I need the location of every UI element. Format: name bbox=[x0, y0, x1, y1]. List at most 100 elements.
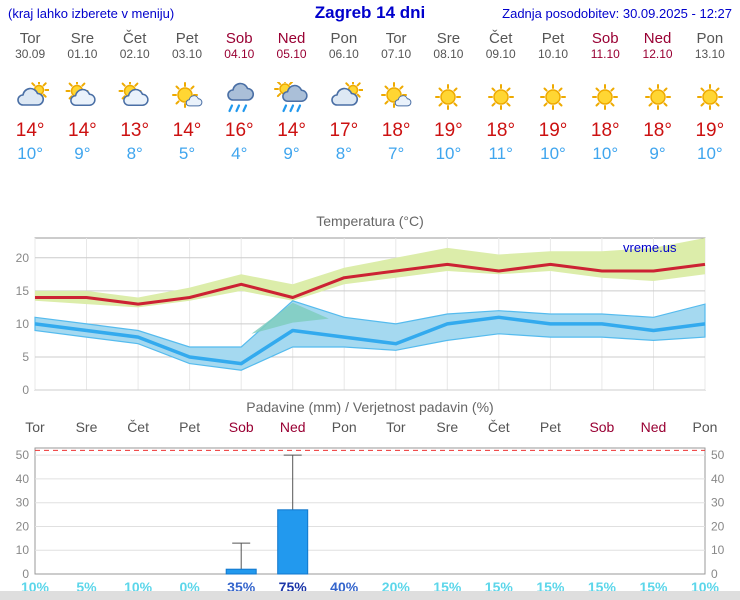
day-date: 05.10 bbox=[276, 47, 307, 61]
day-low-temp: 10° bbox=[696, 144, 723, 163]
rain-icon bbox=[213, 82, 265, 116]
temp-y-tick: 20 bbox=[16, 251, 30, 265]
precip-plot-area bbox=[34, 447, 706, 575]
precip-day-label: Pet bbox=[179, 419, 200, 435]
day-high-temp: 18° bbox=[381, 120, 411, 141]
min_temp-line bbox=[34, 315, 706, 366]
day-name: Tor bbox=[385, 30, 407, 47]
precip-bar bbox=[277, 509, 309, 575]
day-low-temp: 9° bbox=[74, 144, 91, 163]
cloudy-icon bbox=[318, 79, 370, 116]
day-low-temp: 9° bbox=[283, 144, 300, 163]
day-low-temp: 8° bbox=[126, 144, 143, 163]
temp-y-tick: 0 bbox=[22, 383, 29, 397]
precip-y-tick-right: 10 bbox=[711, 543, 725, 557]
sunny-icon bbox=[527, 82, 579, 116]
day-name: Ned bbox=[643, 30, 672, 47]
forecast-day: Pon 06.10 17° 8° bbox=[318, 30, 370, 164]
precipitation-chart-title: Padavine (mm) / Verjetnost padavin (%) bbox=[246, 399, 494, 415]
forecast-day: Ned 12.10 18° 9° bbox=[631, 30, 683, 164]
day-high-temp: 16° bbox=[224, 120, 254, 141]
day-low-temp: 10° bbox=[592, 144, 619, 163]
day-name: Pet bbox=[541, 30, 565, 47]
day-low-temp: 8° bbox=[335, 144, 352, 163]
temperature-chart: 0 5 10 15 20 vreme.us bbox=[16, 237, 706, 397]
day-date: 01.10 bbox=[67, 47, 98, 61]
precip-y-tick-left: 20 bbox=[16, 520, 30, 534]
day-high-temp: 14° bbox=[277, 120, 306, 141]
footer-bar bbox=[0, 591, 740, 600]
temp-y-tick: 10 bbox=[16, 317, 30, 331]
temp-y-tick: 15 bbox=[16, 284, 30, 298]
forecast-day: Pet 10.10 19° 10° bbox=[527, 30, 579, 164]
day-date: 11.10 bbox=[590, 47, 620, 61]
forecast-day: Pon 13.10 19° 10° bbox=[684, 30, 736, 164]
precip-day-label: Pet bbox=[540, 419, 561, 435]
day-high-temp: 18° bbox=[643, 120, 672, 141]
forecast-day: Sre 01.10 14° 9° bbox=[56, 30, 108, 164]
forecast-day: Sob 04.10 16° 4° bbox=[213, 30, 265, 164]
day-low-temp: 10° bbox=[540, 144, 566, 163]
day-date: 30.09 bbox=[15, 47, 46, 61]
partly-cloudy-icon bbox=[109, 79, 161, 116]
precip-y-tick-left: 40 bbox=[16, 472, 30, 486]
day-high-temp: 14° bbox=[68, 120, 97, 141]
precip-day-label: Sre bbox=[76, 419, 98, 435]
precip-day-label: Ned bbox=[641, 419, 667, 435]
day-name: Sob bbox=[225, 30, 253, 47]
precip-y-tick-left: 30 bbox=[16, 496, 30, 510]
day-high-temp: 14° bbox=[172, 120, 202, 141]
precip-day-label: Čet bbox=[488, 419, 510, 435]
cloudy-icon bbox=[4, 79, 56, 116]
day-date: 03.10 bbox=[171, 47, 202, 61]
day-name: Čet bbox=[123, 30, 147, 47]
watermark-link[interactable]: vreme.us bbox=[623, 240, 677, 255]
precip-y-tick-left: 10 bbox=[16, 543, 30, 557]
mostly-sunny-icon bbox=[161, 82, 213, 116]
precip-day-label: Pon bbox=[693, 419, 718, 435]
forecast-day: Sre 08.10 19° 10° bbox=[422, 30, 474, 164]
partly-cloudy-icon bbox=[56, 79, 108, 116]
precip-y-tick-right: 20 bbox=[711, 520, 725, 534]
day-name: Sre bbox=[70, 30, 95, 47]
temperature-chart-title: Temperatura (°C) bbox=[316, 213, 424, 229]
forecast-day: Ned 05.10 14° 9° bbox=[265, 30, 317, 164]
day-date: 13.10 bbox=[694, 47, 725, 61]
day-low-temp: 4° bbox=[231, 144, 248, 163]
day-low-temp: 7° bbox=[388, 144, 405, 163]
day-high-temp: 17° bbox=[329, 120, 359, 141]
precip-day-label: Čet bbox=[127, 419, 149, 435]
precipitation-chart: Tor Sre Čet Pet Sob Ned Pon Tor Sre Čet Pet Sob Ned P… bbox=[16, 419, 725, 595]
max_range-band bbox=[35, 238, 705, 308]
precip-y-tick-left: 0 bbox=[22, 567, 29, 581]
rain-sun-icon bbox=[265, 78, 317, 116]
sunny-icon bbox=[631, 82, 683, 116]
day-high-temp: 18° bbox=[486, 120, 516, 141]
day-name: Tor bbox=[19, 30, 41, 47]
band-overlap-patch bbox=[251, 302, 329, 334]
forecast-day: Tor 07.10 18° 7° bbox=[370, 30, 422, 164]
forecast-day: Čet 09.10 18° 11° bbox=[475, 30, 527, 164]
mostly-sunny-icon bbox=[370, 82, 422, 116]
day-high-temp: 19° bbox=[434, 120, 463, 141]
day-low-temp: 5° bbox=[178, 144, 196, 163]
day-date: 07.10 bbox=[381, 47, 412, 61]
topbar: (kraj lahko izberete v meniju) Zagreb 14… bbox=[0, 0, 740, 26]
day-low-temp: 10° bbox=[435, 144, 462, 163]
day-high-temp: 14° bbox=[15, 120, 45, 141]
precip-day-label: Tor bbox=[386, 419, 406, 435]
day-name: Pon bbox=[330, 30, 358, 47]
day-high-temp: 19° bbox=[695, 120, 725, 141]
precip-day-label: Sob bbox=[589, 419, 614, 435]
menu-hint-text: (kraj lahko izberete v meniju) bbox=[8, 6, 175, 21]
day-date: 08.10 bbox=[433, 47, 464, 61]
day-date: 12.10 bbox=[642, 47, 673, 61]
day-name: Sob bbox=[591, 30, 619, 47]
day-low-temp: 11° bbox=[488, 144, 513, 163]
precip-day-label: Pon bbox=[332, 419, 357, 435]
precip-y-tick-left: 50 bbox=[16, 448, 30, 462]
sunny-icon bbox=[475, 82, 527, 116]
day-name: Čet bbox=[489, 30, 513, 47]
day-low-temp: 9° bbox=[649, 144, 666, 163]
